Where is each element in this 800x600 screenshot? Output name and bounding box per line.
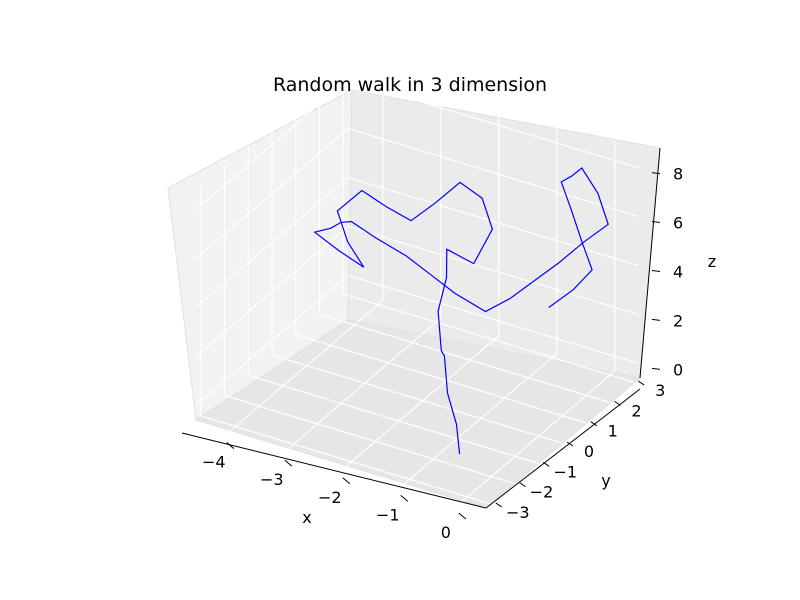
y-tick-label: 0 — [584, 442, 594, 461]
z-grid-line — [195, 128, 349, 259]
grid-lines — [195, 64, 639, 505]
z-tick-label: 4 — [673, 262, 683, 281]
z-grid-line — [195, 176, 349, 308]
y-tick-label: 1 — [608, 422, 618, 441]
y-grid-line — [200, 415, 491, 505]
y-grid-line — [343, 293, 634, 383]
z-tick-label: 0 — [673, 360, 683, 379]
z-grid-line — [347, 176, 639, 267]
y-axis-line — [485, 388, 641, 509]
x-tick-label: −4 — [202, 453, 226, 472]
z-grid-line — [347, 225, 639, 315]
z-axis-label: z — [708, 252, 716, 271]
y-tick — [590, 421, 598, 427]
axis-lines — [181, 147, 661, 509]
z-grid-line — [195, 225, 349, 357]
z-grid-line — [195, 79, 349, 211]
y-tick — [495, 502, 503, 508]
x-axis-line — [181, 432, 487, 509]
y-tick-label: −2 — [530, 483, 554, 502]
x-tick — [400, 494, 409, 502]
y-tick-label: 2 — [631, 401, 641, 420]
chart-title: Random walk in 3 dimension — [273, 74, 547, 96]
y-grid-line — [295, 334, 586, 424]
z-tick — [651, 367, 661, 370]
x-tick-label: −3 — [260, 470, 284, 489]
z-tick-label: 8 — [673, 165, 683, 184]
y-tick — [637, 380, 645, 386]
y-grid-line — [319, 313, 610, 403]
z-grid-line — [347, 79, 639, 169]
y-grid-line — [248, 374, 539, 464]
x-tick — [342, 477, 351, 485]
z-tick — [651, 318, 661, 321]
x-tick — [284, 459, 293, 467]
y-tick-label: −1 — [553, 462, 577, 481]
z-tick-label: 2 — [673, 311, 683, 330]
y-axis-label: y — [601, 471, 610, 490]
y-tick — [614, 400, 621, 406]
x-tick-label: −1 — [376, 505, 400, 524]
z-tick — [651, 269, 661, 272]
y-grid-line — [224, 395, 515, 485]
z-tick — [651, 221, 661, 224]
x-tick-label: 0 — [441, 523, 451, 542]
random-walk-line — [313, 167, 609, 455]
x-tick — [458, 512, 467, 520]
x-tick-label: −2 — [318, 488, 342, 507]
x-axis-label: x — [302, 508, 311, 527]
y-tick — [566, 441, 574, 447]
z-axis-line — [639, 147, 661, 379]
series-layer — [313, 167, 609, 455]
z-grid-line — [195, 274, 349, 406]
y-grid-line — [271, 354, 563, 444]
x-tick — [226, 442, 235, 449]
ticks — [226, 172, 661, 520]
y-tick — [519, 482, 526, 488]
z-grid-line — [347, 127, 639, 218]
z-tick-label: 6 — [673, 214, 683, 233]
z-tick — [651, 172, 661, 175]
z-grid-line — [347, 274, 639, 364]
y-tick-label: −3 — [506, 503, 530, 522]
y-tick-label: 3 — [655, 381, 665, 400]
y-tick — [542, 461, 550, 467]
